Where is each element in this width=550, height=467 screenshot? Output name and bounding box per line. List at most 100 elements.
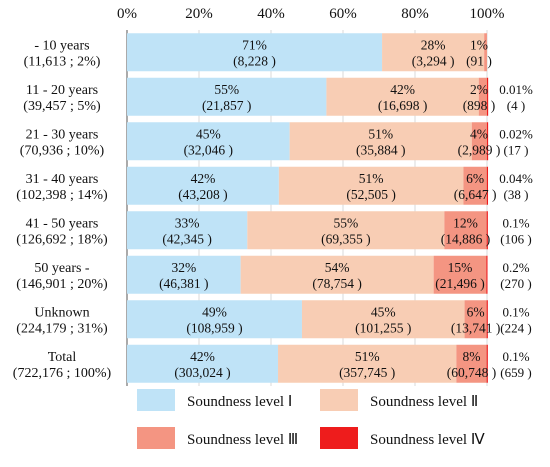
bar-segment <box>127 344 279 383</box>
bar-segment <box>127 255 241 294</box>
data-label-count: (69,355 ) <box>321 231 371 246</box>
legend-label: Soundness level Ⅲ <box>187 432 298 448</box>
x-tick-label: 80% <box>401 6 429 22</box>
data-label-count: (78,754 ) <box>312 276 362 291</box>
bar-segment <box>444 211 487 250</box>
category-label: 21 - 30 years <box>26 127 99 142</box>
data-label-count: (270 ) <box>500 276 531 291</box>
bar-segment <box>289 122 472 161</box>
category-sublabel: (39,457 ; 5%) <box>23 99 101 114</box>
category-label: 11 - 20 years <box>26 83 98 98</box>
data-label-count: (17 ) <box>504 142 529 157</box>
data-label-count: (898 ) <box>463 98 496 113</box>
data-label-count: (2,989 ) <box>458 142 501 157</box>
legend-label: Soundness level Ⅱ <box>370 394 478 410</box>
category-sublabel: (102,398 ; 14%) <box>16 188 108 203</box>
category-label: 50 years - <box>34 261 90 276</box>
data-label-count: (106 ) <box>500 231 531 246</box>
data-label-count: (35,884 ) <box>356 142 406 157</box>
data-label-count: (3,294 ) <box>412 53 455 68</box>
data-label-percent: 32% <box>171 260 196 275</box>
data-label-count: (91 ) <box>466 53 492 68</box>
data-label-percent: 42% <box>390 82 415 97</box>
data-label-percent: 51% <box>355 349 380 364</box>
data-label-percent: 0.1% <box>502 215 529 230</box>
category-label: Unknown <box>34 305 89 320</box>
bar-segment <box>278 166 464 205</box>
category-sublabel: (11,613 ; 2%) <box>24 54 101 69</box>
bar-segment <box>486 255 488 294</box>
legend-swatch <box>137 389 175 411</box>
legend-label: Soundness level Ⅳ <box>370 432 485 448</box>
data-label-percent: 0.04% <box>499 171 533 186</box>
bar-segment <box>382 33 485 72</box>
data-label-count: (303,024 ) <box>174 365 230 380</box>
data-label-percent: 45% <box>196 126 221 141</box>
bar-segment <box>486 344 488 383</box>
data-label-percent: 2% <box>470 82 488 97</box>
data-label-percent: 12% <box>453 215 478 230</box>
bar-segment <box>478 77 487 116</box>
data-label-count: (52,505 ) <box>346 187 396 202</box>
data-label-count: (108,959 ) <box>186 320 242 335</box>
data-label-percent: 45% <box>371 304 396 319</box>
data-label-count: (224 ) <box>500 320 531 335</box>
data-label-count: (357,745 ) <box>339 365 395 380</box>
data-label-percent: 6% <box>466 171 484 186</box>
category-label: - 10 years <box>34 38 89 53</box>
data-label-count: (659 ) <box>500 365 531 380</box>
data-label-count: (32,046 ) <box>184 142 234 157</box>
data-label-percent: 71% <box>242 37 267 52</box>
bar-segment <box>326 77 479 116</box>
category-label: 31 - 40 years <box>26 172 99 187</box>
bars-layer <box>127 33 489 383</box>
data-label-count: (4 ) <box>507 98 525 113</box>
legend-swatch <box>137 427 175 449</box>
data-label-percent: 49% <box>202 304 227 319</box>
data-label-percent: 8% <box>463 349 481 364</box>
legend-label: Soundness level Ⅰ <box>187 394 292 410</box>
x-tick-label: 40% <box>257 6 285 22</box>
bar-segment <box>247 211 445 250</box>
bar-segment <box>240 255 434 294</box>
data-label-count: (46,381 ) <box>159 276 209 291</box>
bar-segment <box>486 300 488 339</box>
x-tick-label: 60% <box>329 6 357 22</box>
bar-segment <box>484 33 487 72</box>
x-tick-label: 20% <box>185 6 213 22</box>
data-label-percent: 15% <box>448 260 473 275</box>
legend: Soundness level Ⅰ Soundness level Ⅱ Soundn… <box>137 389 485 449</box>
data-label-count: (21,496 ) <box>435 276 485 291</box>
data-label-count: (21,857 ) <box>202 98 252 113</box>
data-label-percent: 51% <box>368 126 393 141</box>
category-label: 41 - 50 years <box>26 216 99 231</box>
bar-segment <box>464 300 487 339</box>
bar-segment <box>127 122 290 161</box>
data-label-count: (6,647 ) <box>454 187 497 202</box>
data-label-count: (101,255 ) <box>355 320 411 335</box>
category-sublabel: (722,176 ; 100%) <box>13 366 112 381</box>
data-label-percent: 0.2% <box>502 260 529 275</box>
bar-segment <box>486 211 488 250</box>
bar-segment <box>301 300 465 339</box>
data-label-percent: 0.01% <box>499 82 533 97</box>
x-tick-label: 0% <box>117 6 137 22</box>
bar-segment <box>456 344 487 383</box>
labels-layer: - 10 years(11,613 ; 2%) 71%(8,228 ) 28%(3,… <box>13 37 533 381</box>
category-sublabel: (146,901 ; 20%) <box>16 277 108 292</box>
category-label: Total <box>48 350 77 365</box>
data-label-percent: 55% <box>214 82 239 97</box>
data-label-count: (43,208 ) <box>178 187 228 202</box>
bar-segment <box>486 122 489 161</box>
category-sublabel: (224,179 ; 31%) <box>16 321 108 336</box>
bar-segment <box>127 211 248 250</box>
data-label-percent: 0.1% <box>502 349 529 364</box>
bar-segment <box>127 166 279 205</box>
category-sublabel: (70,936 ; 10%) <box>20 143 105 158</box>
data-label-percent: 54% <box>325 260 350 275</box>
data-label-percent: 42% <box>191 171 216 186</box>
bar-segment <box>278 344 457 383</box>
data-label-percent: 1% <box>470 37 488 52</box>
bar-segment <box>471 122 487 161</box>
